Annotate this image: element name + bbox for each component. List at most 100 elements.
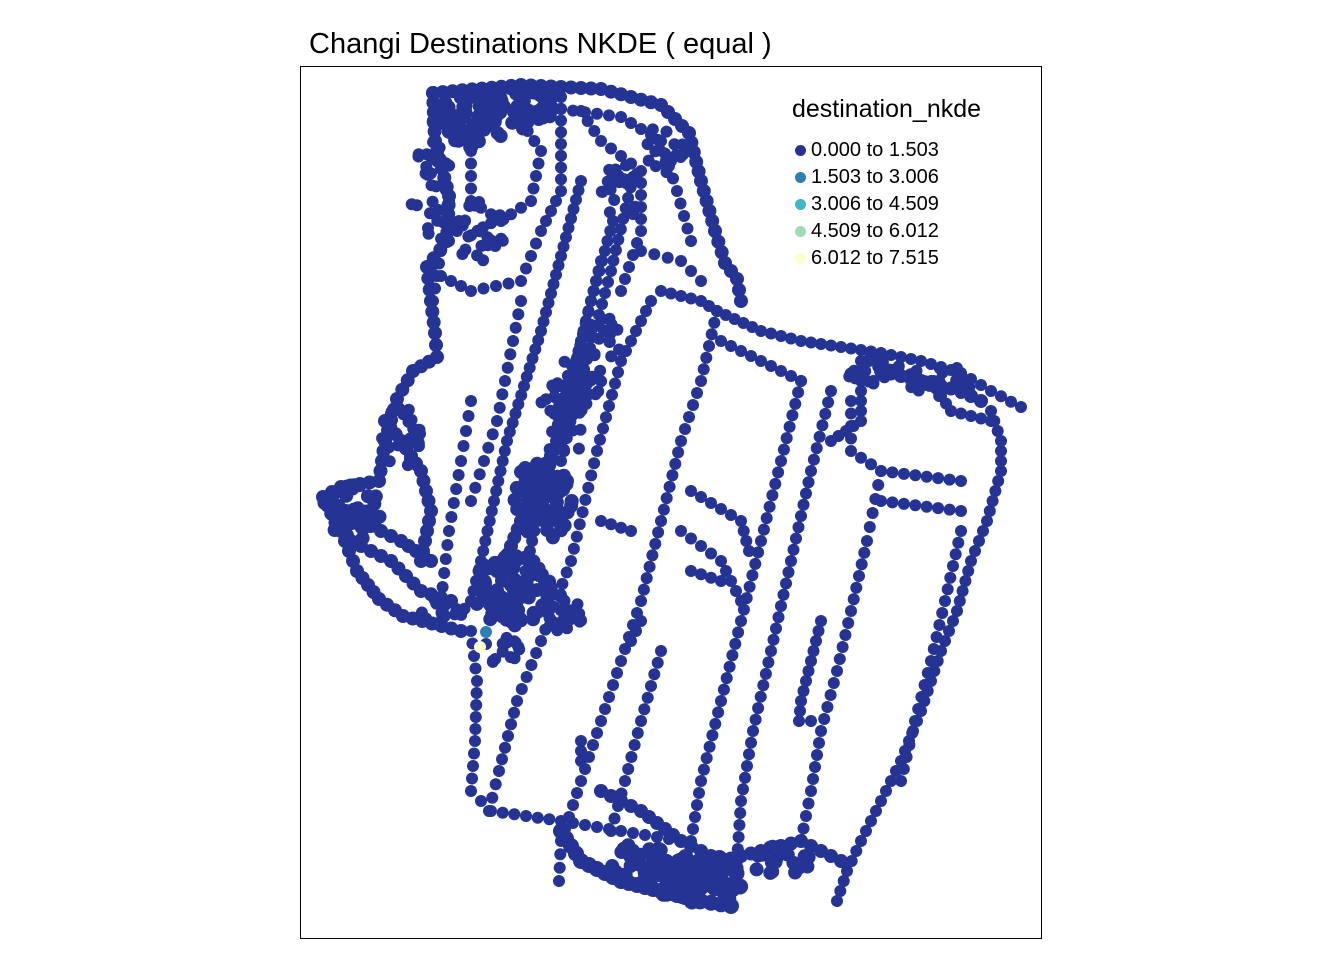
network-point bbox=[550, 195, 562, 207]
network-point bbox=[545, 287, 557, 300]
network-point bbox=[599, 703, 611, 715]
network-point bbox=[725, 575, 737, 587]
network-point bbox=[695, 491, 707, 503]
network-point bbox=[986, 495, 999, 507]
network-point bbox=[866, 507, 879, 519]
network-point bbox=[818, 713, 831, 725]
network-point bbox=[870, 805, 882, 817]
network-point bbox=[734, 294, 748, 308]
network-point bbox=[715, 503, 727, 515]
network-point bbox=[921, 667, 934, 679]
network-point bbox=[457, 440, 470, 452]
network-point bbox=[506, 416, 519, 429]
network-point bbox=[989, 485, 1002, 497]
legend-item: 4.509 to 6.012 bbox=[792, 218, 981, 245]
network-point bbox=[944, 571, 957, 584]
network-point bbox=[695, 275, 707, 287]
network-point bbox=[675, 435, 687, 447]
network-point bbox=[885, 775, 897, 787]
network-point bbox=[745, 736, 757, 749]
network-point bbox=[787, 543, 800, 556]
network-point bbox=[933, 390, 946, 402]
network-point bbox=[897, 467, 910, 480]
network-point bbox=[402, 403, 415, 416]
network-point bbox=[332, 516, 347, 531]
legend-swatch-4 bbox=[795, 253, 806, 264]
network-point bbox=[593, 265, 606, 277]
network-point bbox=[555, 173, 567, 186]
network-point bbox=[727, 860, 744, 877]
network-point bbox=[700, 752, 713, 765]
legend-label: 1.503 to 3.006 bbox=[811, 166, 939, 188]
network-point bbox=[503, 425, 516, 438]
network-point bbox=[941, 583, 954, 596]
network-point bbox=[757, 523, 770, 536]
network-point bbox=[515, 275, 527, 287]
network-point bbox=[651, 656, 664, 669]
network-point bbox=[567, 203, 580, 216]
network-point bbox=[687, 399, 699, 411]
network-point bbox=[599, 287, 611, 299]
network-point bbox=[588, 457, 601, 470]
network-point bbox=[575, 745, 587, 757]
network-point bbox=[595, 313, 608, 326]
network-point bbox=[582, 481, 595, 494]
network-point bbox=[465, 285, 477, 297]
network-point bbox=[509, 407, 522, 420]
network-point bbox=[643, 560, 656, 573]
network-point bbox=[525, 659, 538, 671]
network-point bbox=[858, 546, 871, 559]
network-point bbox=[478, 593, 493, 608]
network-point bbox=[490, 485, 503, 497]
network-point bbox=[795, 335, 807, 347]
legend-swatch-3 bbox=[795, 226, 806, 237]
network-point bbox=[821, 701, 834, 713]
network-point bbox=[955, 505, 967, 517]
network-point bbox=[853, 570, 865, 582]
network-point bbox=[542, 593, 555, 606]
network-point bbox=[556, 468, 571, 483]
network-point bbox=[618, 867, 633, 882]
network-point bbox=[932, 472, 945, 485]
network-point bbox=[615, 285, 627, 297]
network-point bbox=[912, 384, 925, 397]
network-point bbox=[485, 217, 498, 230]
network-point bbox=[540, 306, 552, 319]
network-point bbox=[438, 567, 451, 579]
network-point bbox=[792, 386, 805, 399]
network-point bbox=[834, 854, 848, 868]
network-point bbox=[465, 170, 477, 182]
network-point bbox=[530, 170, 542, 182]
network-point bbox=[608, 812, 621, 825]
network-point bbox=[833, 653, 846, 665]
network-point bbox=[649, 537, 662, 550]
network-point bbox=[460, 129, 475, 144]
network-point bbox=[431, 155, 444, 168]
network-point bbox=[579, 493, 592, 506]
network-point bbox=[477, 282, 490, 295]
network-point bbox=[836, 641, 849, 653]
network-point bbox=[617, 212, 630, 225]
network-point bbox=[439, 183, 452, 196]
network-point bbox=[904, 368, 917, 381]
network-point bbox=[747, 725, 759, 737]
network-point bbox=[565, 555, 577, 567]
network-point bbox=[903, 739, 916, 751]
network-point bbox=[429, 282, 441, 295]
network-point bbox=[584, 81, 598, 96]
network-point bbox=[669, 457, 682, 470]
legend-item: 0.000 to 1.503 bbox=[792, 137, 981, 164]
network-point bbox=[555, 380, 568, 393]
network-point bbox=[912, 703, 925, 715]
network-point bbox=[465, 395, 477, 407]
network-point bbox=[691, 387, 703, 399]
network-point bbox=[704, 877, 721, 894]
network-point bbox=[977, 525, 989, 537]
network-point bbox=[845, 395, 857, 407]
network-point bbox=[805, 465, 817, 477]
network-point bbox=[665, 287, 677, 300]
network-point bbox=[603, 206, 616, 219]
network-point bbox=[983, 505, 996, 517]
network-point bbox=[440, 100, 455, 115]
network-point bbox=[797, 822, 810, 835]
